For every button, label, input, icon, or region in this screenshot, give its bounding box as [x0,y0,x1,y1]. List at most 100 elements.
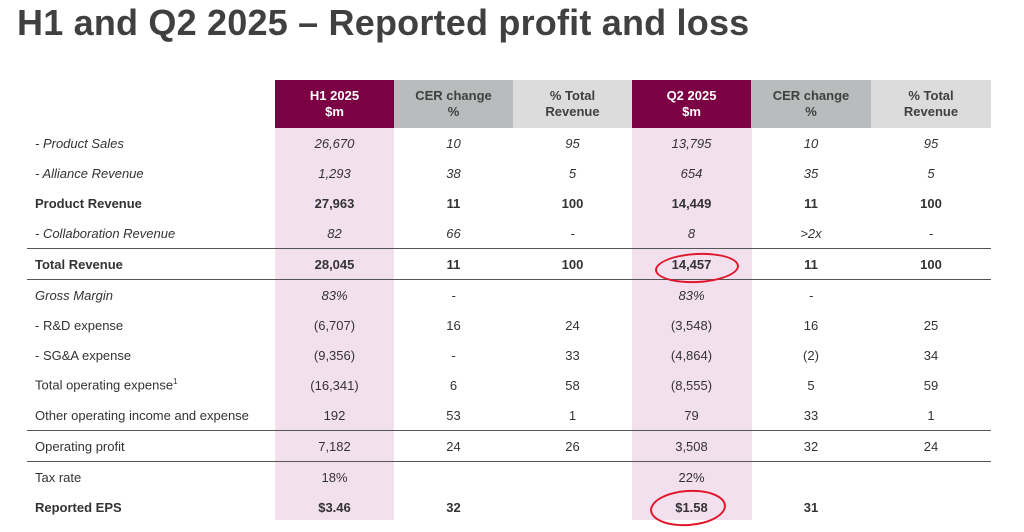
cell-q2-pct: - [928,225,934,241]
footnote-marker: 1 [173,377,178,387]
row-label: Reported EPS [35,499,122,515]
cell-h1-cer: 53 [446,407,461,423]
table-row: - Alliance Revenue 1,293 38 5 654 35 5 [27,158,991,188]
row-label: Product Revenue [35,195,142,211]
cell-h1-pct: 26 [513,430,632,462]
row-label: - Product Sales [35,135,124,151]
cell-q2-pct: 95 [923,135,939,151]
cell-q2-pct: 100 [920,195,942,211]
table-row: Product Revenue 27,963 11 100 14,449 11 … [27,188,991,218]
cell-h1-pct: 58 [565,377,580,393]
table-row: - R&D expense (6,707) 16 24 (3,548) 16 2… [27,310,991,340]
cell-q2-cer: 31 [803,499,819,515]
cell-q2-value: 14,449 [671,195,712,211]
cell-q2-pct: 25 [923,317,939,333]
cell-h1-cer: 38 [446,165,461,181]
page-title: H1 and Q2 2025 – Reported profit and los… [17,2,750,43]
cell-q2-cer: 33 [803,407,819,423]
cell-h1-value: 27,963 [314,195,355,211]
table-row: Total Revenue 28,045 11 100 14,457 11 10… [27,248,991,280]
cell-q2-cer: 5 [807,377,815,393]
header-h1-2025: H1 2025 $m [275,80,394,128]
table-row: - Product Sales 26,670 10 95 13,795 10 9… [27,128,991,158]
cell-q2-value: 22% [632,461,751,492]
cell-h1-cer: 16 [446,317,461,333]
cell-q2-cer: >2x [800,225,822,241]
cell-q2-value: (8,555) [670,377,713,393]
cell-q2-value: 3,508 [632,430,751,462]
cell-h1-pct: 100 [513,248,632,280]
table-row: Other operating income and expense 192 5… [27,400,991,431]
cell-q2-value: 83% [632,279,751,310]
header-label-blank [27,80,275,128]
header-q2-2025: Q2 2025 $m [632,80,751,128]
cell-h1-value: 82 [327,225,342,241]
row-label: Total Revenue [27,248,275,280]
cell-h1-pct: - [570,225,575,241]
cell-q2-cer [751,461,871,492]
row-label: - Collaboration Revenue [35,225,176,241]
cell-q2-pct [871,279,991,310]
table-row: Operating profit 7,182 24 26 3,508 32 24 [27,430,991,462]
cell-q2-cer: 10 [803,135,819,151]
cell-q2-value: 8 [687,225,696,241]
cell-h1-pct: 33 [565,347,580,363]
table-row: Reported EPS $3.46 32 $1.58 31 [27,492,991,522]
cell-h1-value: 7,182 [275,430,394,462]
row-label: Operating profit [27,430,275,462]
row-label: Total operating expense1 [27,370,275,400]
cell-q2-cer: - [751,279,871,310]
cell-h1-pct: 5 [568,165,577,181]
cell-h1-value: 1,293 [318,165,351,181]
row-label: Tax rate [27,461,275,492]
cell-h1-cer [394,461,513,492]
cell-h1-pct [513,492,632,522]
cell-q2-value: 79 [684,407,699,423]
cell-h1-cer: 32 [446,499,461,515]
cell-h1-value: 26,670 [314,135,355,151]
cell-q2-cer: 32 [751,430,871,462]
cell-q2-cer: (2) [803,347,819,363]
table-row: Total operating expense1 (16,341) 6 58 (… [27,370,991,400]
cell-h1-cer: - [451,347,456,363]
cell-q2-cer: 35 [803,165,819,181]
cell-q2-value: (4,864) [670,347,713,363]
row-label: Other operating income and expense [35,407,249,423]
cell-h1-value: (6,707) [313,317,356,333]
cell-h1-cer: 10 [446,135,461,151]
cell-h1-pct: 24 [565,317,580,333]
cell-q2-value: 654 [680,165,703,181]
cell-q2-pct: 24 [871,430,991,462]
cell-q2-cer: 11 [804,195,818,211]
cell-h1-value: (9,356) [313,347,356,363]
cell-h1-cer: 11 [394,248,513,280]
header-q2-cer-change: CER change % [751,80,871,128]
cell-h1-value: (16,341) [310,377,359,393]
cell-h1-value: $3.46 [318,499,351,515]
cell-h1-value: 192 [323,407,346,423]
row-label: - R&D expense [35,317,124,333]
cell-q2-value: 13,795 [671,135,712,151]
table-row: - Collaboration Revenue 82 66 - 8 >2x - [27,218,991,249]
cell-q2-pct: 34 [923,347,939,363]
table-row: - SG&A expense (9,356) - 33 (4,864) (2) … [27,340,991,370]
table-row: Gross Margin 83% - 83% - [27,279,991,310]
row-label-text: Total operating expense [35,377,174,393]
cell-q2-pct: 100 [871,248,991,280]
cell-h1-cer: 24 [394,430,513,462]
cell-q2-cer: 16 [803,317,819,333]
header-h1-cer-change: CER change % [394,80,513,128]
cell-h1-pct: 1 [568,407,577,423]
table-row: Tax rate 18% 22% [27,461,991,492]
cell-h1-cer: 11 [446,195,461,211]
cell-q2-pct: 5 [927,165,935,181]
header-q2-pct-total-revenue: % Total Revenue [871,80,991,128]
cell-h1-cer: 66 [446,225,461,241]
cell-q2-pct [871,492,991,522]
row-label: - SG&A expense [35,347,132,363]
profit-loss-table: H1 2025 $m CER change % % Total Revenue … [27,80,991,522]
cell-q2-value: $1.58 [675,499,708,515]
cell-h1-pct: 95 [565,135,580,151]
cell-h1-value: 83% [275,279,394,310]
cell-q2-pct: 59 [923,377,939,393]
